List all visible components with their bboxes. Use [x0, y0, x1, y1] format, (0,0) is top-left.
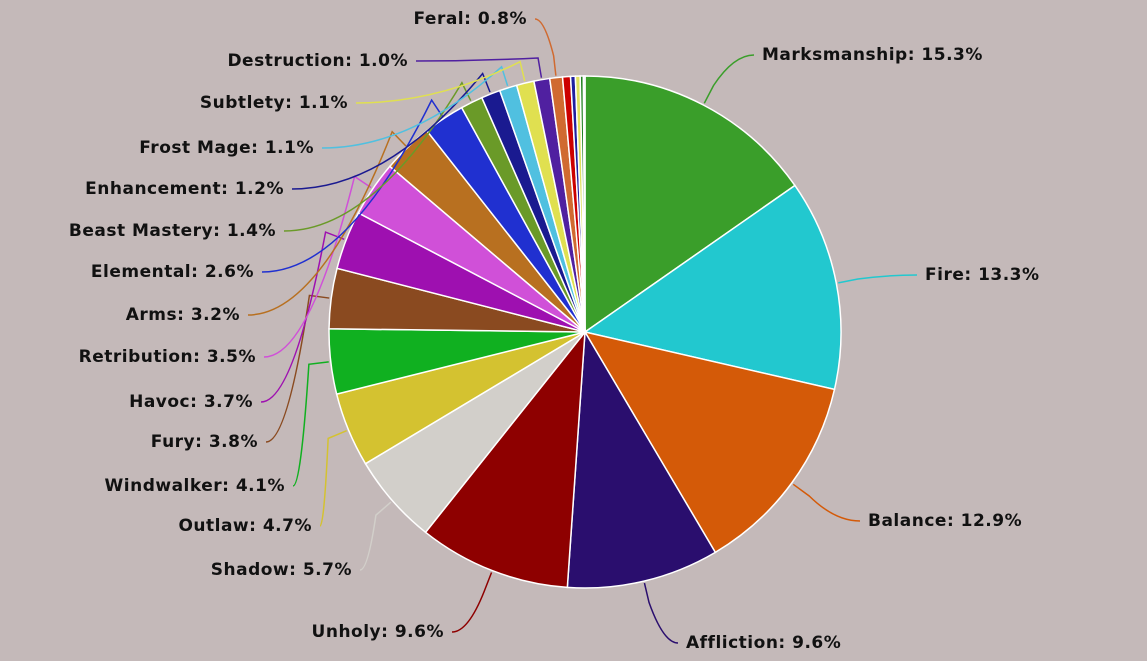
slice-label: Unholy: 9.6% [312, 622, 444, 642]
leader-line [643, 582, 679, 644]
slice-label: Beast Mastery: 1.4% [69, 221, 276, 241]
slice-label: Subtlety: 1.1% [200, 93, 348, 113]
slice-label: Feral: 0.8% [413, 9, 527, 29]
leader-line [319, 430, 347, 527]
pie-slice [583, 330, 836, 554]
slice-label: Arms: 3.2% [126, 305, 240, 325]
leader-line [359, 501, 392, 571]
leader-line [321, 65, 509, 149]
leader-line [263, 175, 372, 358]
leader-line [703, 54, 755, 104]
slice-label: Affliction: 9.6% [686, 633, 841, 653]
leader-line [247, 130, 407, 316]
leader-line [355, 60, 526, 104]
leader-line [292, 361, 329, 487]
slice-label: Frost Mage: 1.1% [139, 138, 314, 158]
pie-slice [584, 75, 796, 334]
leader-line [534, 18, 557, 76]
slice-label: Marksmanship: 15.3% [762, 45, 983, 65]
leader-line [291, 72, 491, 190]
pie-slice [582, 75, 586, 333]
slice-label: Elemental: 2.6% [91, 262, 254, 282]
slice-label: Shadow: 5.7% [211, 560, 352, 580]
pie-slice [583, 184, 842, 391]
slice-label: Fire: 13.3% [925, 265, 1040, 285]
leader-line [260, 231, 345, 403]
slice-label: Havoc: 3.7% [129, 392, 253, 412]
slice-label: Outlaw: 4.7% [178, 516, 312, 536]
slice-label: Enhancement: 1.2% [85, 179, 284, 199]
leader-line [451, 572, 493, 633]
leader-line [838, 274, 918, 284]
leader-line [792, 483, 861, 522]
leader-line [415, 57, 543, 78]
slice-label: Destruction: 1.0% [227, 51, 408, 71]
leader-line [283, 81, 472, 232]
slice-label: Retribution: 3.5% [79, 347, 256, 367]
pie-slice [424, 329, 586, 589]
pie-slice [566, 329, 717, 589]
slice-label: Balance: 12.9% [868, 511, 1022, 531]
slice-label: Windwalker: 4.1% [105, 476, 285, 496]
leader-line [261, 98, 444, 273]
leader-line [265, 294, 330, 443]
slice-label: Fury: 3.8% [151, 432, 258, 452]
